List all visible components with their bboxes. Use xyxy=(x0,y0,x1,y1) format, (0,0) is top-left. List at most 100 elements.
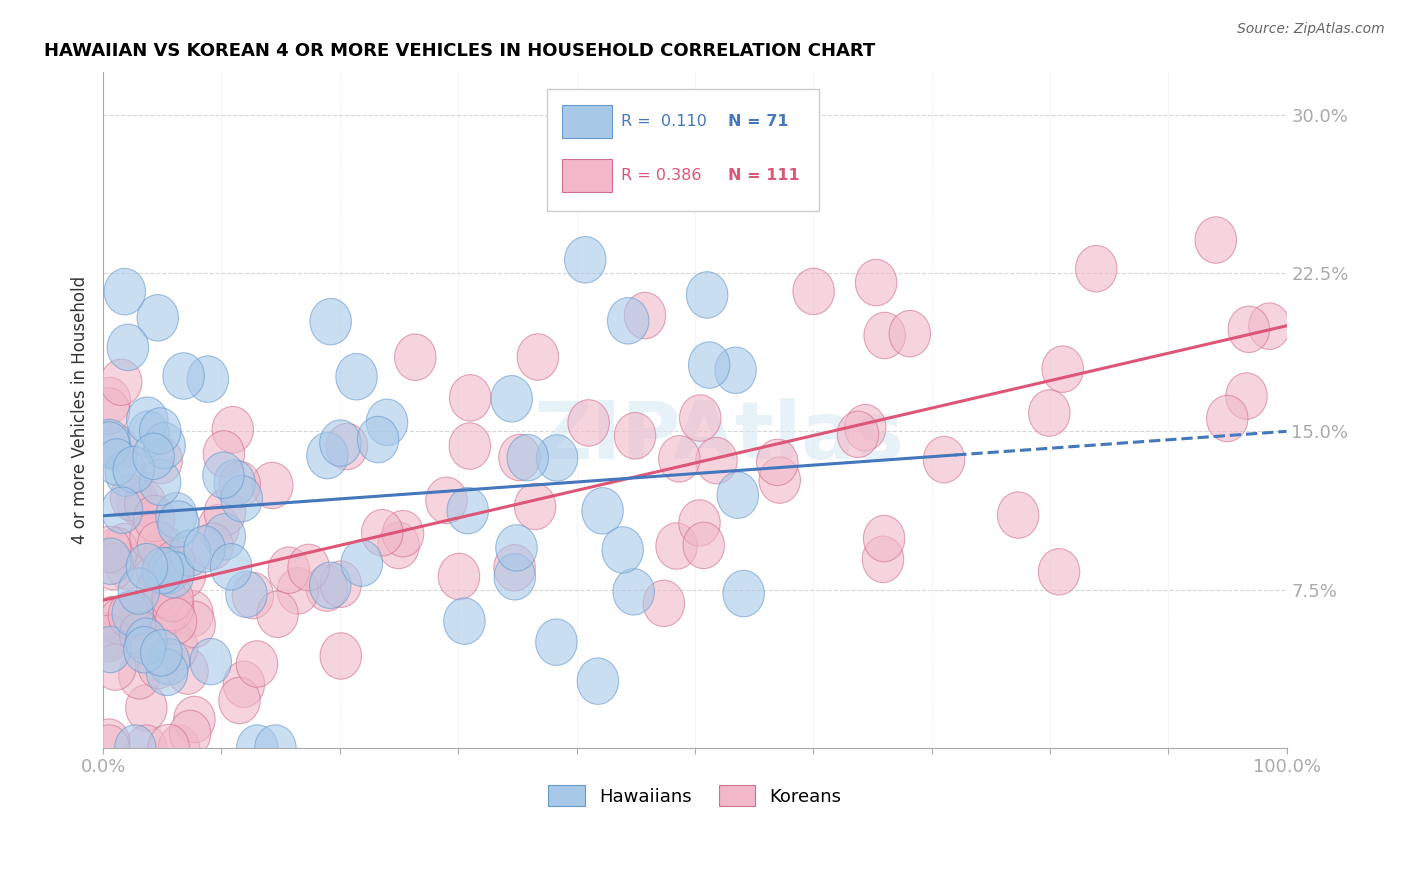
Ellipse shape xyxy=(108,607,150,654)
Ellipse shape xyxy=(837,411,879,458)
Ellipse shape xyxy=(336,353,377,400)
Ellipse shape xyxy=(1042,346,1084,392)
Ellipse shape xyxy=(449,423,491,469)
Ellipse shape xyxy=(382,510,423,557)
Ellipse shape xyxy=(198,505,239,551)
Ellipse shape xyxy=(862,536,904,582)
Ellipse shape xyxy=(252,462,292,508)
Ellipse shape xyxy=(679,500,720,546)
Ellipse shape xyxy=(146,649,188,696)
Ellipse shape xyxy=(135,544,177,591)
Y-axis label: 4 or more Vehicles in Household: 4 or more Vehicles in Household xyxy=(72,277,89,544)
Ellipse shape xyxy=(257,591,298,638)
Ellipse shape xyxy=(326,424,367,470)
Ellipse shape xyxy=(97,425,138,471)
Ellipse shape xyxy=(96,527,138,574)
Ellipse shape xyxy=(112,446,155,493)
Ellipse shape xyxy=(494,554,536,600)
Ellipse shape xyxy=(793,268,834,315)
Ellipse shape xyxy=(219,677,260,723)
Ellipse shape xyxy=(157,500,200,548)
Ellipse shape xyxy=(655,523,697,569)
Ellipse shape xyxy=(307,433,349,479)
Ellipse shape xyxy=(361,509,404,556)
Ellipse shape xyxy=(491,376,533,422)
Ellipse shape xyxy=(1249,303,1291,350)
Ellipse shape xyxy=(309,299,352,345)
Ellipse shape xyxy=(120,612,160,658)
Ellipse shape xyxy=(1029,390,1070,436)
Ellipse shape xyxy=(204,514,246,560)
Ellipse shape xyxy=(172,591,214,637)
Ellipse shape xyxy=(125,725,167,772)
Ellipse shape xyxy=(129,514,172,560)
Ellipse shape xyxy=(319,420,361,467)
Ellipse shape xyxy=(342,540,382,586)
Ellipse shape xyxy=(136,294,179,341)
Ellipse shape xyxy=(624,293,665,339)
Ellipse shape xyxy=(219,461,260,508)
Ellipse shape xyxy=(321,632,361,679)
Ellipse shape xyxy=(190,639,232,685)
Ellipse shape xyxy=(89,615,129,662)
FancyBboxPatch shape xyxy=(562,105,612,138)
Ellipse shape xyxy=(138,642,179,689)
Ellipse shape xyxy=(169,710,211,756)
Ellipse shape xyxy=(508,434,548,481)
Ellipse shape xyxy=(163,352,204,400)
Ellipse shape xyxy=(148,548,190,594)
Ellipse shape xyxy=(148,639,190,685)
Ellipse shape xyxy=(378,522,419,569)
Ellipse shape xyxy=(184,525,225,573)
Ellipse shape xyxy=(439,553,479,599)
Ellipse shape xyxy=(134,495,174,541)
Ellipse shape xyxy=(141,630,181,676)
Ellipse shape xyxy=(1226,373,1267,419)
Ellipse shape xyxy=(159,725,200,772)
Ellipse shape xyxy=(499,434,540,481)
Ellipse shape xyxy=(689,342,730,388)
Ellipse shape xyxy=(174,697,215,743)
Ellipse shape xyxy=(1229,306,1270,352)
Ellipse shape xyxy=(91,597,134,643)
Ellipse shape xyxy=(997,491,1039,538)
Ellipse shape xyxy=(444,598,485,644)
Ellipse shape xyxy=(568,400,609,446)
Ellipse shape xyxy=(89,388,129,434)
Ellipse shape xyxy=(152,584,194,631)
Ellipse shape xyxy=(321,561,361,607)
Ellipse shape xyxy=(515,483,555,530)
Ellipse shape xyxy=(143,572,186,618)
Ellipse shape xyxy=(90,538,131,584)
Ellipse shape xyxy=(756,439,799,485)
Ellipse shape xyxy=(602,527,644,574)
Ellipse shape xyxy=(613,568,654,615)
Ellipse shape xyxy=(202,431,245,477)
Legend: Hawaiians, Koreans: Hawaiians, Koreans xyxy=(541,778,848,814)
Text: Source: ZipAtlas.com: Source: ZipAtlas.com xyxy=(1237,22,1385,37)
Text: ZIPAtlas: ZIPAtlas xyxy=(533,398,904,476)
Ellipse shape xyxy=(191,523,233,569)
Ellipse shape xyxy=(496,524,537,571)
Ellipse shape xyxy=(254,725,297,772)
Ellipse shape xyxy=(153,551,194,598)
Ellipse shape xyxy=(1195,217,1236,263)
Ellipse shape xyxy=(269,547,309,593)
Ellipse shape xyxy=(89,719,129,765)
Text: R = 0.386: R = 0.386 xyxy=(621,169,702,183)
Ellipse shape xyxy=(224,661,264,707)
Ellipse shape xyxy=(108,592,149,639)
Ellipse shape xyxy=(105,450,146,496)
Ellipse shape xyxy=(1038,549,1080,595)
Ellipse shape xyxy=(204,490,246,536)
Ellipse shape xyxy=(277,567,319,614)
Ellipse shape xyxy=(118,653,160,699)
Ellipse shape xyxy=(211,543,252,590)
Ellipse shape xyxy=(494,544,536,591)
Ellipse shape xyxy=(1076,245,1116,292)
Ellipse shape xyxy=(357,417,399,463)
Ellipse shape xyxy=(696,437,737,483)
Ellipse shape xyxy=(221,475,263,522)
Ellipse shape xyxy=(111,475,152,521)
Ellipse shape xyxy=(232,573,274,619)
